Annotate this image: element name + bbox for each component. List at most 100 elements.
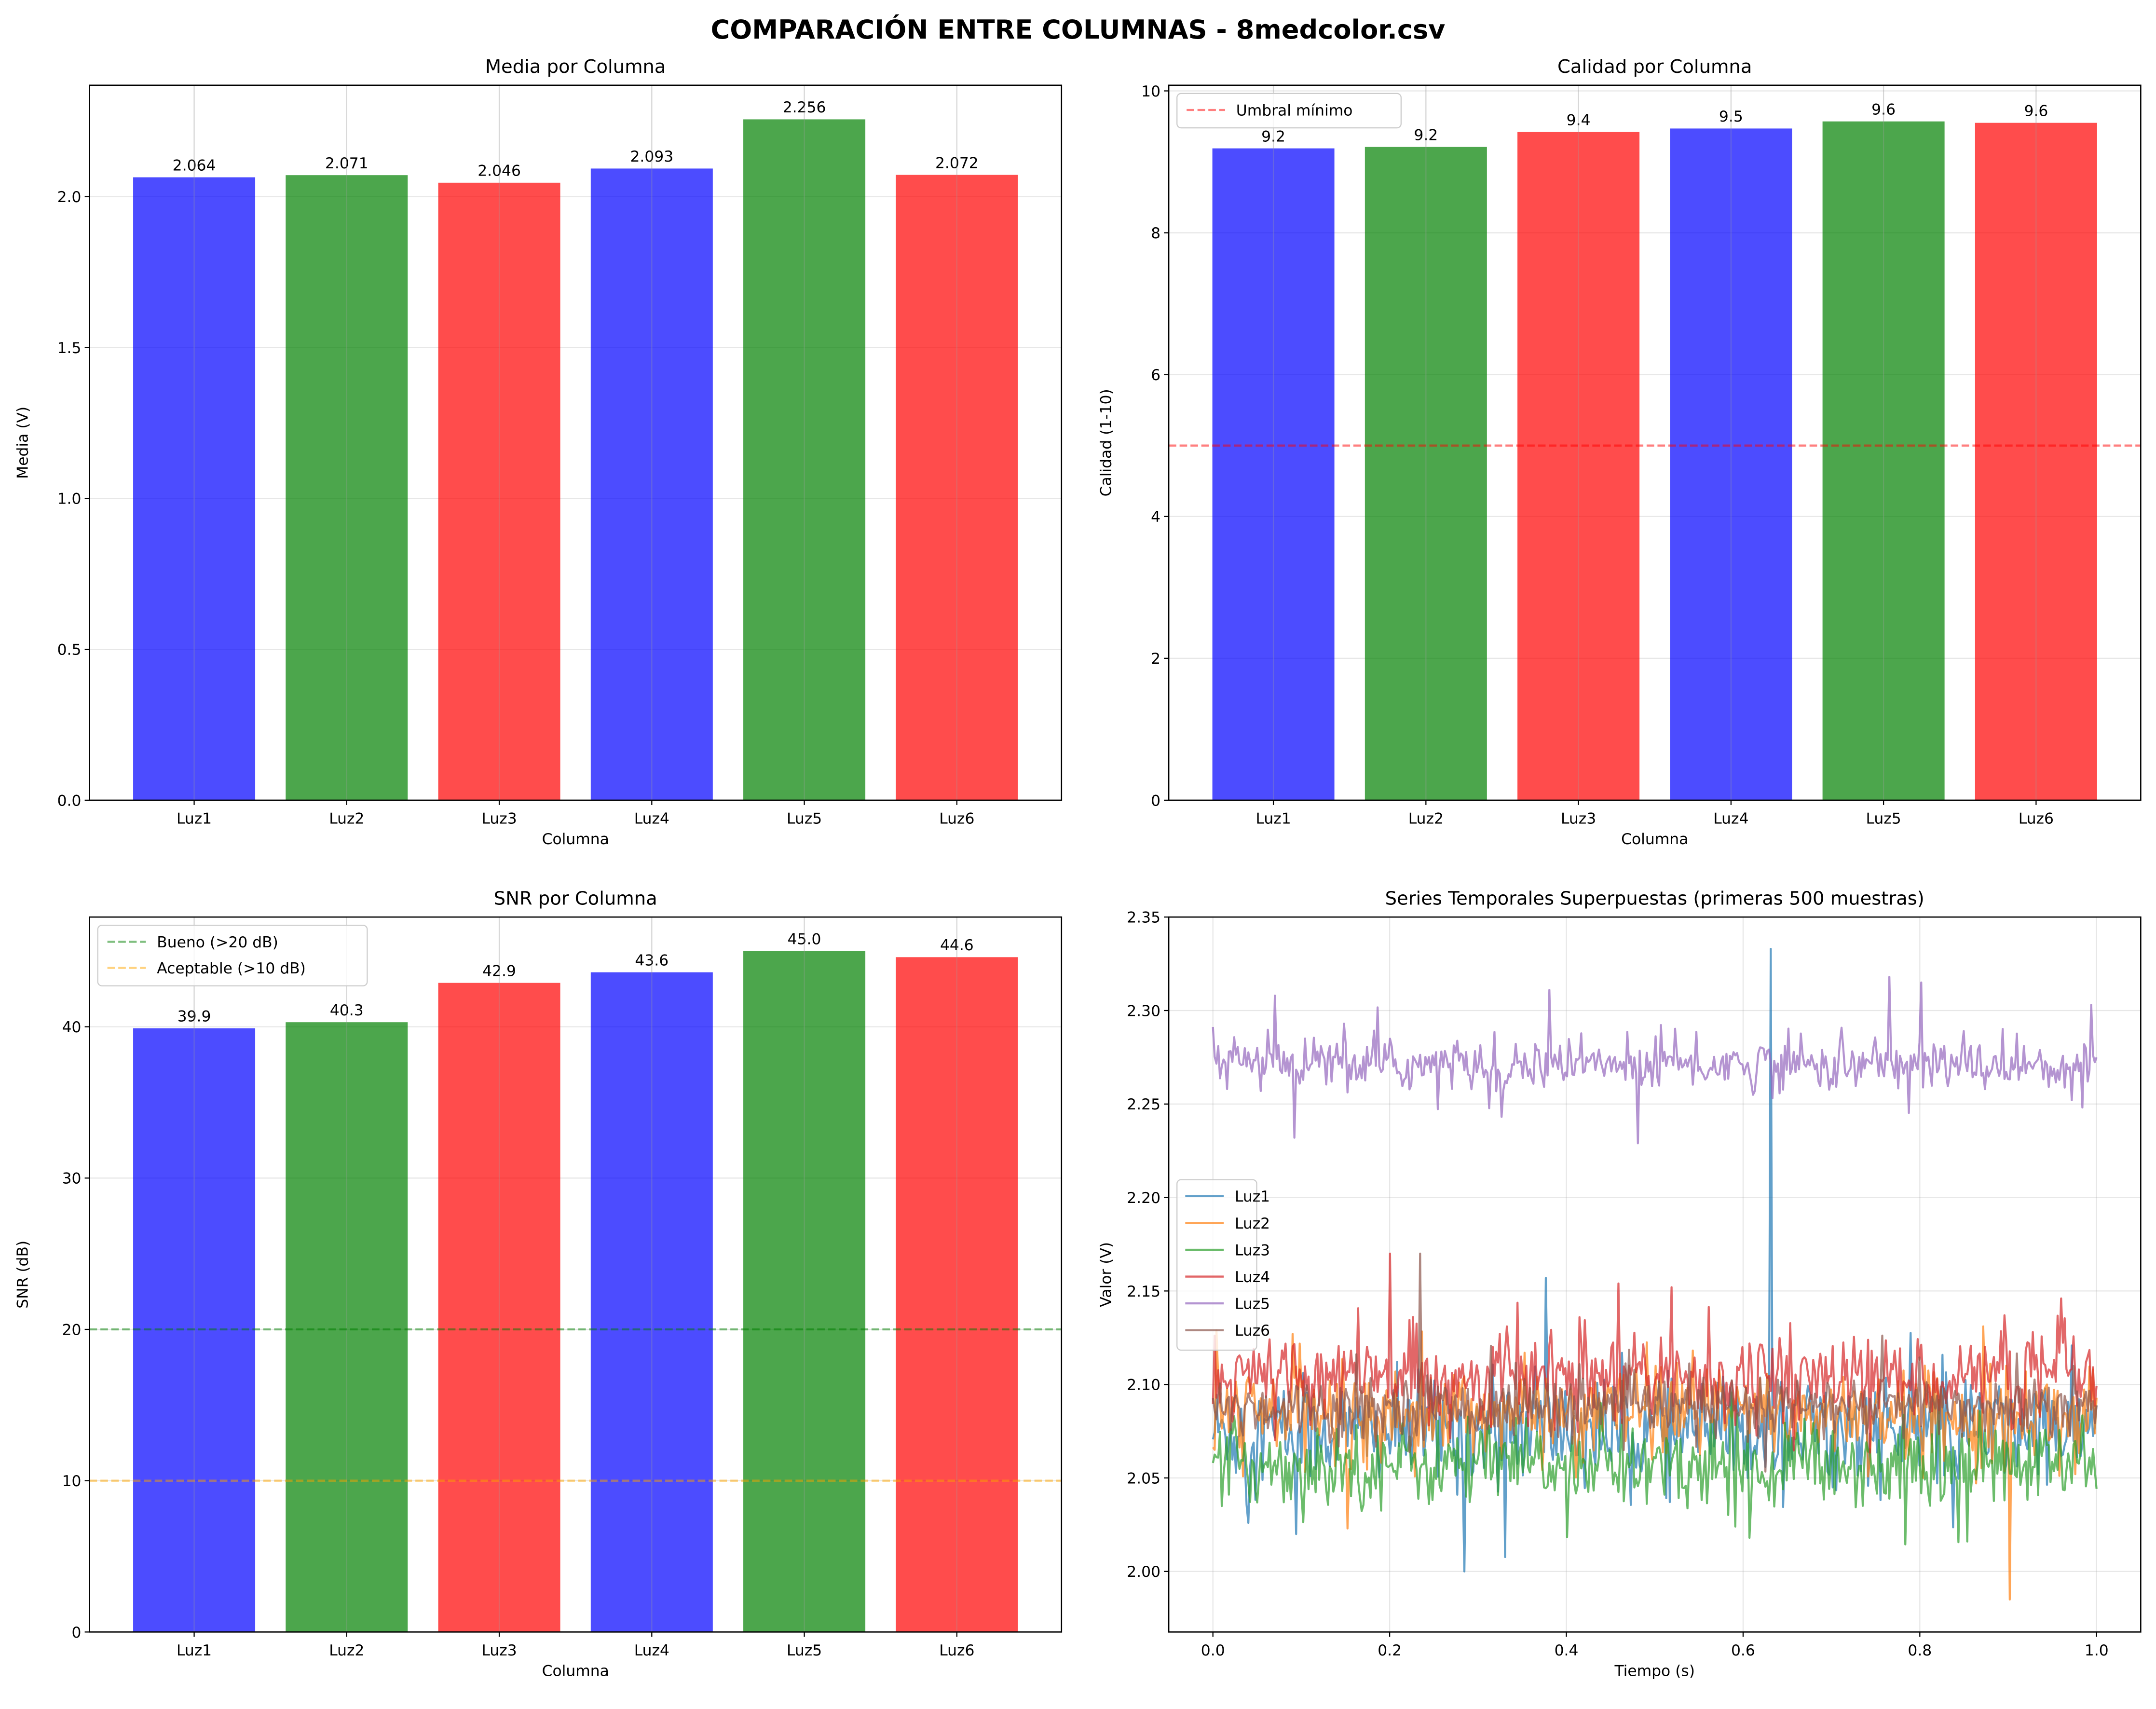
y-tick-label: 2 — [1151, 650, 1160, 668]
y-tick-label: 0 — [1151, 792, 1160, 809]
y-tick-label: 1.5 — [57, 340, 82, 357]
y-axis-label: Calidad (1-10) — [1097, 389, 1115, 496]
bar-luz6 — [896, 957, 1018, 1632]
bar-luz5 — [1822, 121, 1945, 800]
bar-luz1 — [133, 177, 256, 800]
x-axis-label: Columna — [1621, 831, 1688, 848]
y-tick-label: 2.15 — [1127, 1283, 1160, 1300]
x-axis-label: Tiempo (s) — [1614, 1663, 1695, 1680]
x-tick-label: Luz1 — [177, 810, 212, 827]
x-tick-label: Luz5 — [1866, 810, 1901, 827]
y-tick-label: 2.35 — [1127, 909, 1160, 927]
y-tick-label: 2.25 — [1127, 1096, 1160, 1113]
data-label: 44.6 — [940, 937, 974, 954]
legend: Bueno (>20 dB) Aceptable (>10 dB) — [97, 925, 368, 986]
chart-media: 2.064 2.071 2.046 2.093 2.256 2.072 0.0 0.5 1.0 1… — [14, 56, 1063, 848]
y-tick-label: 2.05 — [1127, 1470, 1160, 1487]
legend: Luz1 Luz2 Luz3 Luz4 Luz5 Luz6 — [1176, 1179, 1270, 1351]
axes-frame — [89, 84, 1063, 801]
legend-label: Bueno (>20 dB) — [157, 934, 278, 951]
y-tick-label: 4 — [1151, 508, 1160, 526]
y-tick-label: 0.0 — [57, 792, 82, 809]
x-axis-label: Columna — [542, 831, 609, 848]
chart-title: SNR por Columna — [494, 888, 657, 910]
y-axis-label: Media (V) — [14, 407, 31, 479]
data-label: 43.6 — [635, 952, 669, 969]
data-label: 2.256 — [783, 99, 826, 116]
bar-luz2 — [286, 175, 408, 800]
x-tick-label: 0.2 — [1378, 1642, 1402, 1659]
bar-luz1 — [1212, 148, 1335, 800]
y-tick-label: 8 — [1151, 225, 1160, 242]
x-tick-label: Luz4 — [634, 1642, 669, 1659]
y-tick-label: 2.10 — [1127, 1377, 1160, 1394]
legend-label: Luz4 — [1235, 1269, 1270, 1286]
bar-luz2 — [1365, 147, 1487, 800]
chart-snr: 39.9 40.3 42.9 43.6 45.0 44.6 Bueno (>20 dB) Ac… — [14, 888, 1063, 1680]
y-tick-label: 10 — [62, 1473, 82, 1490]
bar-luz4 — [590, 168, 713, 800]
x-tick-label: Luz5 — [787, 1642, 822, 1659]
data-label: 9.5 — [1719, 108, 1743, 125]
data-label: 9.6 — [1871, 101, 1896, 118]
series-line-luz5 — [1212, 976, 2098, 1145]
data-label: 2.071 — [325, 155, 368, 172]
x-tick-label: 0.0 — [1201, 1642, 1225, 1659]
y-tick-label: 2.0 — [57, 189, 82, 206]
legend-label: Luz6 — [1235, 1322, 1270, 1340]
bar-luz3 — [438, 182, 560, 800]
x-tick-label: Luz3 — [1561, 810, 1596, 827]
data-label: 9.2 — [1414, 126, 1438, 144]
data-label: 42.9 — [482, 962, 516, 980]
axes-frame — [1168, 84, 2142, 801]
y-tick-label: 6 — [1151, 367, 1160, 384]
y-axis-label: SNR (dB) — [14, 1241, 31, 1309]
legend-label: Umbral mínimo — [1236, 102, 1353, 119]
legend-label: Luz1 — [1235, 1188, 1270, 1205]
data-label: 40.3 — [330, 1002, 364, 1019]
x-tick-label: Luz1 — [1255, 810, 1291, 827]
x-axis-label: Columna — [542, 1663, 609, 1680]
bar-luz3 — [1517, 132, 1640, 800]
bar-luz6 — [1975, 123, 2097, 800]
legend-box — [97, 925, 368, 986]
y-tick-label: 0 — [72, 1624, 82, 1641]
bar-luz6 — [896, 175, 1018, 800]
data-label: 2.046 — [478, 163, 521, 180]
y-tick-label: 30 — [62, 1170, 82, 1188]
data-label: 9.6 — [2024, 102, 2048, 120]
series-line-luz2 — [1212, 1325, 2098, 1601]
y-tick-label: 10 — [1141, 83, 1160, 100]
bar-luz4 — [590, 972, 713, 1632]
x-tick-label: Luz4 — [634, 810, 669, 827]
chart-series-temporales: Luz1 Luz2 Luz3 Luz4 Luz5 Luz6 2.00 2.05 2.10 2.15… — [1097, 888, 2142, 1680]
x-tick-label: Luz5 — [787, 810, 822, 827]
y-tick-label: 1.0 — [57, 491, 82, 508]
axes-frame — [89, 916, 1063, 1633]
bar-luz2 — [286, 1022, 408, 1632]
data-label: 9.4 — [1567, 112, 1591, 129]
data-label: 2.072 — [935, 154, 979, 172]
y-tick-label: 0.5 — [57, 641, 82, 658]
x-tick-label: Luz4 — [1713, 810, 1748, 827]
y-tick-label: 20 — [62, 1321, 82, 1339]
x-tick-label: 0.8 — [1908, 1642, 1932, 1659]
x-tick-label: 1.0 — [2085, 1642, 2109, 1659]
x-tick-label: Luz2 — [329, 810, 364, 827]
data-label: 39.9 — [177, 1008, 211, 1025]
bar-luz5 — [743, 119, 866, 800]
x-tick-label: 0.6 — [1731, 1642, 1755, 1659]
legend-label: Luz3 — [1235, 1242, 1270, 1259]
data-label: 9.2 — [1261, 128, 1285, 145]
x-tick-label: Luz6 — [939, 1642, 974, 1659]
axes-frame — [1168, 916, 2142, 1633]
data-label: 2.064 — [173, 157, 216, 174]
y-axis-label: Valor (V) — [1097, 1242, 1115, 1307]
x-tick-label: 0.4 — [1555, 1642, 1579, 1659]
series-line-luz6 — [1212, 1252, 2098, 1473]
y-tick-label: 2.20 — [1127, 1189, 1160, 1207]
legend-box — [1176, 93, 1402, 129]
chart-title: Calidad por Columna — [1557, 56, 1752, 78]
x-tick-label: Luz2 — [329, 1642, 364, 1659]
